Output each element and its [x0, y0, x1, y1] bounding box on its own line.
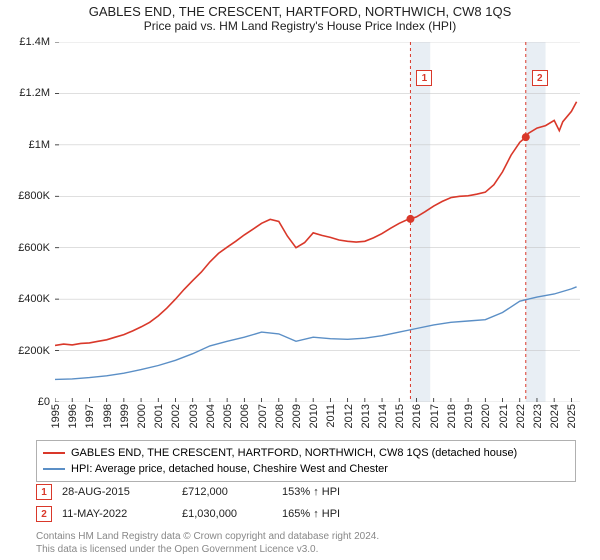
- sale-hpi: 165% ↑ HPI: [282, 508, 372, 520]
- xtick-label: 1999: [119, 404, 131, 428]
- sale-marker-2: 2: [36, 506, 52, 522]
- xtick-label: 2004: [205, 404, 217, 428]
- xtick-label: 2002: [170, 404, 182, 428]
- xtick-label: 2006: [239, 404, 251, 428]
- chart-container: GABLES END, THE CRESCENT, HARTFORD, NORT…: [0, 0, 600, 560]
- legend-label: HPI: Average price, detached house, Ches…: [71, 461, 388, 477]
- chart-sale-marker: 1: [416, 70, 432, 86]
- footer-line1: Contains HM Land Registry data © Crown c…: [36, 530, 379, 543]
- xtick-label: 2000: [136, 404, 148, 428]
- chart-sale-marker: 2: [532, 70, 548, 86]
- sale-row: 2 11-MAY-2022 £1,030,000 165% ↑ HPI: [36, 506, 372, 522]
- xtick-label: 2003: [188, 404, 200, 428]
- xtick-label: 2013: [360, 404, 372, 428]
- ytick-label: £600K: [18, 242, 50, 254]
- chart-area: £0£200K£400K£600K£800K£1M£1.2M£1.4M19951…: [55, 42, 580, 402]
- xtick-label: 2021: [498, 404, 510, 428]
- xtick-label: 2010: [308, 404, 320, 428]
- xtick-label: 2016: [411, 404, 423, 428]
- chart-title: GABLES END, THE CRESCENT, HARTFORD, NORT…: [0, 0, 600, 19]
- footer-text: Contains HM Land Registry data © Crown c…: [36, 530, 379, 556]
- xtick-label: 2009: [291, 404, 303, 428]
- sale-marker-num: 2: [41, 509, 47, 520]
- ytick-label: £200K: [18, 345, 50, 357]
- ytick-label: £800K: [18, 190, 50, 202]
- sale-price: £712,000: [182, 486, 272, 498]
- legend-swatch-line: [43, 468, 65, 470]
- legend-row: GABLES END, THE CRESCENT, HARTFORD, NORT…: [43, 445, 569, 461]
- ytick-label: £1.4M: [19, 36, 50, 48]
- sale-date: 11-MAY-2022: [62, 508, 172, 520]
- sale-marker-num: 1: [41, 487, 47, 498]
- footer-line2: This data is licensed under the Open Gov…: [36, 543, 379, 556]
- plot-svg: [55, 42, 580, 402]
- xtick-label: 2017: [429, 404, 441, 428]
- xtick-label: 1997: [84, 404, 96, 428]
- ytick-label: £1.2M: [19, 87, 50, 99]
- ytick-label: £0: [38, 396, 50, 408]
- xtick-label: 2024: [549, 404, 561, 428]
- xtick-label: 2018: [446, 404, 458, 428]
- xtick-label: 2015: [394, 404, 406, 428]
- xtick-label: 2005: [222, 404, 234, 428]
- xtick-label: 1998: [102, 404, 114, 428]
- sale-date: 28-AUG-2015: [62, 486, 172, 498]
- xtick-label: 1995: [50, 404, 62, 428]
- xtick-label: 2008: [274, 404, 286, 428]
- xtick-label: 2019: [463, 404, 475, 428]
- ytick-label: £400K: [18, 293, 50, 305]
- ytick-label: £1M: [29, 139, 50, 151]
- xtick-label: 2020: [480, 404, 492, 428]
- legend-row: HPI: Average price, detached house, Ches…: [43, 461, 569, 477]
- xtick-label: 2025: [566, 404, 578, 428]
- sale-price: £1,030,000: [182, 508, 272, 520]
- legend-label: GABLES END, THE CRESCENT, HARTFORD, NORT…: [71, 445, 517, 461]
- xtick-label: 1996: [67, 404, 79, 428]
- chart-subtitle: Price paid vs. HM Land Registry's House …: [0, 19, 600, 37]
- xtick-label: 2012: [343, 404, 355, 428]
- sale-row: 1 28-AUG-2015 £712,000 153% ↑ HPI: [36, 484, 372, 500]
- legend-box: GABLES END, THE CRESCENT, HARTFORD, NORT…: [36, 440, 576, 482]
- xtick-label: 2007: [257, 404, 269, 428]
- xtick-label: 2022: [515, 404, 527, 428]
- sale-hpi: 153% ↑ HPI: [282, 486, 372, 498]
- xtick-label: 2014: [377, 404, 389, 428]
- xtick-label: 2011: [325, 404, 337, 428]
- xtick-label: 2023: [532, 404, 544, 428]
- legend-swatch-line: [43, 452, 65, 454]
- sale-marker-1: 1: [36, 484, 52, 500]
- xtick-label: 2001: [153, 404, 165, 428]
